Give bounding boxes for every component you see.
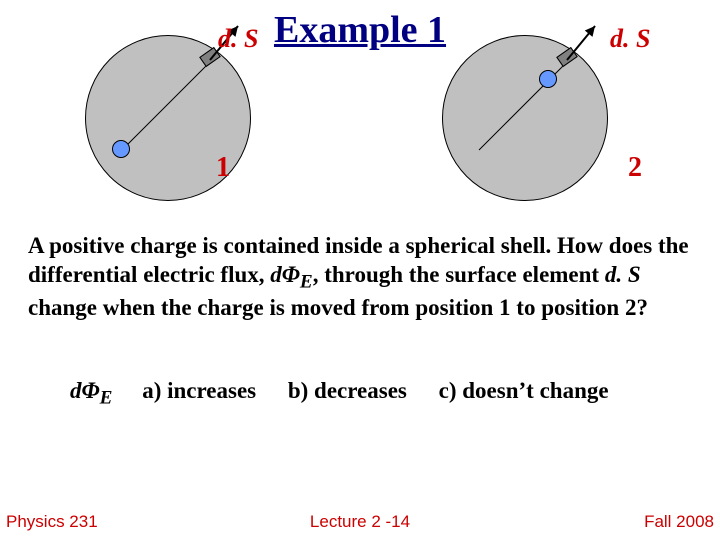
option-a: a) increases <box>142 378 256 403</box>
sphere-2-arrow <box>443 36 643 236</box>
footer-term: Fall 2008 <box>644 512 714 532</box>
ds-label-2: d. S <box>610 24 650 54</box>
label-1: 1 <box>216 152 230 184</box>
body-dphie: dΦE <box>270 262 312 287</box>
footer-lecture: Lecture 2 -14 <box>0 512 720 532</box>
flux-symbol: dΦE <box>70 378 112 403</box>
option-b: b) decreases <box>288 378 407 403</box>
option-c: c) doesn’t change <box>439 378 609 403</box>
sphere-1-charge <box>112 140 130 158</box>
question-text: A positive charge is contained inside a … <box>28 232 692 323</box>
label-2: 2 <box>628 152 642 184</box>
answer-options: dΦE a) increases b) decreases c) doesn’t… <box>70 378 635 410</box>
sphere-1-arrow <box>86 36 286 236</box>
body-dS: d. S <box>605 262 641 287</box>
body-part-2: change when the charge is moved from pos… <box>28 295 648 320</box>
sphere-2 <box>442 35 608 201</box>
ds-label-1: d. S <box>218 24 258 54</box>
sphere-2-charge <box>539 70 557 88</box>
body-mid: , through the surface element <box>313 262 605 287</box>
